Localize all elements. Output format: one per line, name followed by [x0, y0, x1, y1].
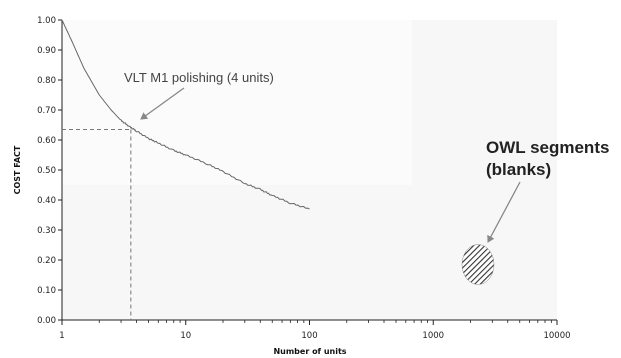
y-tick-label: 0.80 [37, 76, 56, 86]
vlt-arrow [140, 87, 185, 120]
y-tick-label: 1.00 [37, 16, 56, 26]
y-tick-label: 0.00 [37, 316, 56, 326]
y-axis-title: COST FACT [13, 145, 22, 194]
x-tick-label: 10000 [543, 331, 570, 341]
x-tick-label: 10 [180, 331, 191, 341]
x-tick-label: 1 [59, 331, 64, 341]
owl-segments-marker [461, 244, 495, 285]
plot-highlight [62, 20, 412, 185]
y-tick-label: 0.10 [37, 286, 56, 296]
y-tick-label: 0.40 [37, 196, 56, 206]
y-axis-ticks: 0.00 0.10 0.20 0.30 0.40 0.50 0.60 0.70 0.80 0.90… [37, 16, 62, 326]
owl-annotation-line-1: OWL segments [486, 138, 609, 157]
series-line [61, 19, 310, 210]
y-tick-label: 0.70 [37, 106, 56, 116]
x-axis-ticks: 1 10 100 1000 10000 [59, 320, 571, 341]
vlt-annotation: VLT M1 polishing (4 units) [124, 70, 274, 85]
y-tick-label: 0.30 [37, 226, 56, 236]
reference-lines [62, 129, 132, 320]
y-tick-label: 0.90 [37, 46, 56, 56]
y-tick-label: 0.20 [37, 256, 56, 266]
y-tick-label: 0.50 [37, 166, 56, 176]
x-tick-label: 1000 [422, 331, 444, 341]
x-axis-title: Number of units [273, 347, 346, 356]
y-tick-label: 0.60 [37, 136, 56, 146]
x-tick-label: 100 [301, 331, 317, 341]
owl-annotation-line-2: (blanks) [486, 160, 551, 179]
owl-arrow [487, 181, 521, 243]
